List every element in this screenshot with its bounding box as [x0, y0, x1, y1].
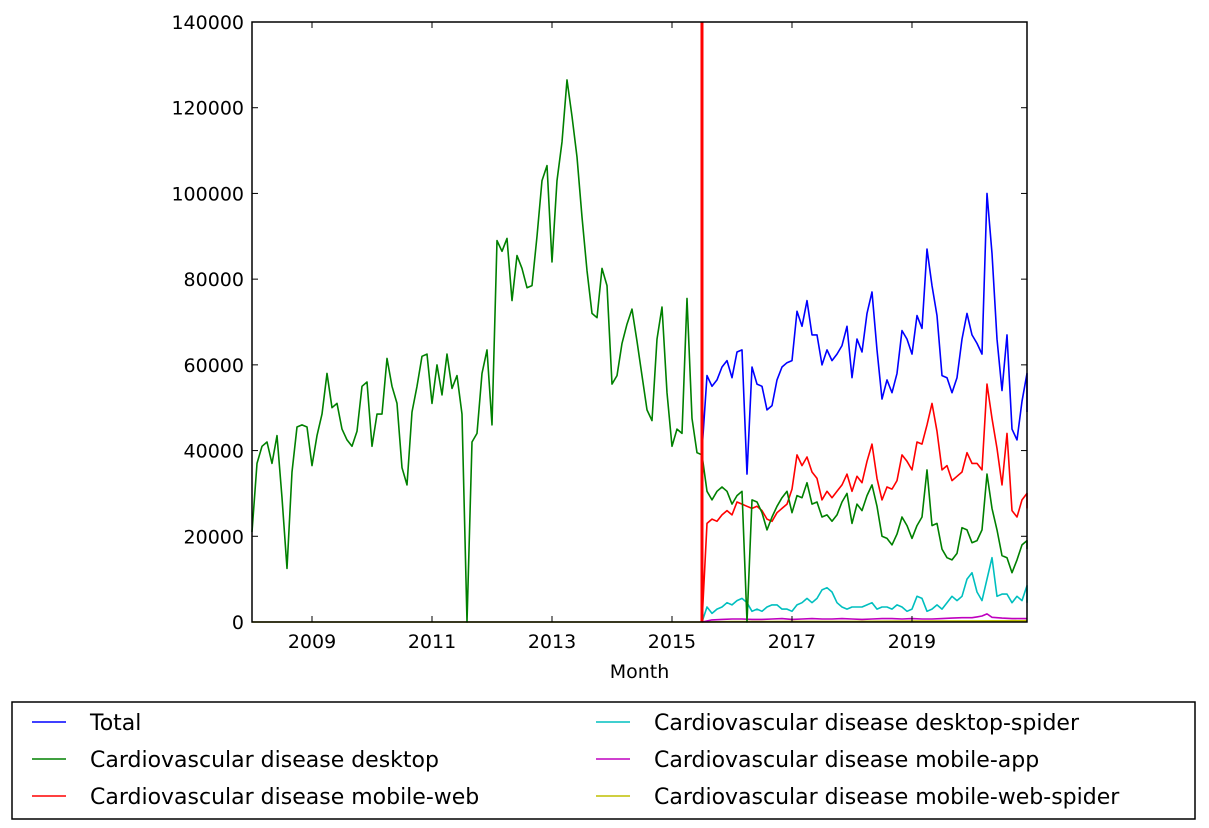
series-line-mobile-web	[701, 383, 1028, 623]
y-tick-label: 140000	[171, 12, 244, 34]
x-tick-label: 2009	[288, 631, 336, 653]
series-line-total	[701, 192, 1028, 475]
y-tick-label: 40000	[184, 441, 244, 463]
legend-label: Cardiovascular disease mobile-app	[654, 748, 1039, 773]
legend-label: Total	[89, 711, 141, 736]
x-tick-label: 2019	[888, 631, 936, 653]
y-tick-label: 0	[232, 612, 244, 634]
x-tick-label: 2017	[768, 631, 816, 653]
legend-label: Cardiovascular disease desktop-spider	[654, 711, 1080, 736]
series-layer	[251, 79, 1028, 623]
y-tick-label: 100000	[171, 183, 244, 205]
x-tick-label: 2013	[528, 631, 576, 653]
series-line-desktop	[251, 79, 1028, 623]
x-axis-title: Month	[610, 661, 670, 683]
x-tick-label: 2015	[648, 631, 696, 653]
axis-ticks: 0 20000 40000 60000 80000 100000 120000 140000 2…	[171, 12, 1027, 653]
x-tick-label: 2011	[408, 631, 456, 653]
y-tick-label: 60000	[184, 355, 244, 377]
y-tick-label: 80000	[184, 269, 244, 291]
series-line-desktop-spider	[701, 556, 1028, 623]
y-tick-label: 20000	[184, 526, 244, 548]
legend: Total Cardiovascular disease desktop Cardi…	[11, 701, 1196, 820]
y-tick-label: 120000	[171, 98, 244, 120]
plot-frame	[251, 21, 1028, 623]
legend-label: Cardiovascular disease mobile-web-spider	[654, 785, 1120, 810]
series-line-mobile-app	[701, 613, 1027, 623]
legend-label: Cardiovascular disease mobile-web	[90, 785, 479, 810]
legend-label: Cardiovascular disease desktop	[90, 748, 439, 773]
